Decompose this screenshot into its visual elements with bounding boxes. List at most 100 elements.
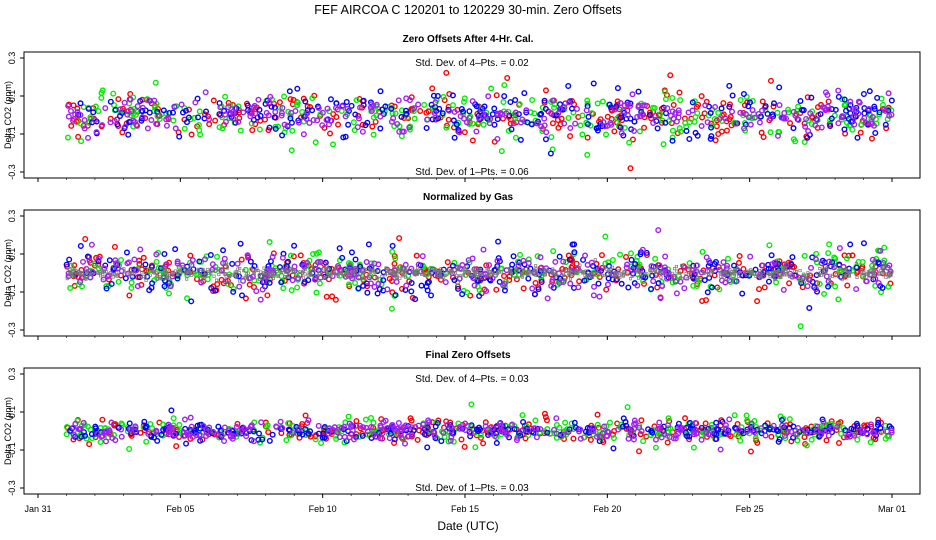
- data-point: [289, 267, 293, 271]
- data-point: [280, 268, 284, 273]
- data-point: [363, 424, 370, 431]
- data-point: [201, 274, 205, 278]
- data-point: [522, 435, 529, 442]
- data-point: [108, 271, 112, 275]
- data-point: [520, 257, 527, 264]
- data-point: [451, 134, 458, 141]
- data-point: [669, 108, 676, 115]
- data-point: [598, 252, 605, 259]
- data-point: [448, 427, 455, 434]
- data-point: [376, 429, 383, 436]
- data-point: [126, 420, 133, 427]
- data-point: [315, 430, 322, 437]
- data-point: [886, 275, 891, 279]
- data-point: [812, 256, 819, 263]
- data-point: [793, 269, 797, 273]
- data-point: [634, 282, 641, 289]
- data-point: [201, 268, 205, 272]
- data-point: [498, 422, 505, 429]
- data-point: [398, 276, 402, 280]
- data-point: [218, 432, 225, 439]
- data-point: [743, 428, 750, 435]
- data-point: [600, 273, 604, 278]
- data-point: [453, 121, 460, 128]
- data-point: [600, 119, 607, 126]
- data-point: [706, 272, 710, 277]
- data-point: [495, 255, 502, 262]
- data-point: [396, 128, 403, 135]
- data-point: [75, 133, 82, 140]
- data-point: [571, 419, 578, 426]
- data-point: [622, 270, 626, 274]
- data-point: [212, 287, 219, 294]
- data-point: [698, 269, 705, 276]
- data-point: [814, 423, 821, 430]
- data-point: [531, 425, 538, 432]
- data-point: [280, 285, 287, 292]
- data-point: [192, 429, 199, 436]
- data-point: [688, 266, 692, 270]
- data-point: [768, 274, 772, 278]
- data-point: [336, 434, 343, 441]
- data-point: [291, 269, 296, 273]
- data-point: [95, 108, 102, 115]
- data-point: [776, 102, 783, 109]
- data-point: [627, 250, 634, 257]
- data-point: [221, 438, 228, 445]
- data-point: [171, 431, 178, 438]
- data-point: [391, 439, 398, 446]
- data-point: [128, 279, 135, 286]
- data-point: [269, 431, 276, 438]
- data-point: [319, 122, 326, 129]
- data-point: [127, 426, 134, 433]
- data-point: [165, 268, 169, 272]
- data-point: [153, 428, 160, 435]
- data-point: [483, 288, 490, 295]
- data-point: [535, 286, 542, 293]
- panel-1-x-ticks: [37, 178, 893, 182]
- data-point: [629, 266, 636, 273]
- data-point: [559, 268, 563, 272]
- data-point: [495, 238, 502, 245]
- data-point: [849, 252, 856, 259]
- data-point: [747, 253, 754, 260]
- data-point: [843, 107, 850, 114]
- data-point: [677, 128, 684, 135]
- data-point: [884, 433, 891, 440]
- data-point: [392, 255, 399, 262]
- data-point: [95, 258, 102, 265]
- data-point: [743, 412, 750, 419]
- data-point: [145, 430, 152, 437]
- data-point: [455, 273, 459, 278]
- data-point: [758, 276, 762, 280]
- data-point: [301, 276, 306, 280]
- data-point: [840, 263, 847, 270]
- data-point: [622, 418, 629, 425]
- data-point: [594, 127, 601, 134]
- data-point: [872, 130, 879, 137]
- data-point: [762, 103, 769, 110]
- data-point: [751, 429, 758, 436]
- data-point: [461, 129, 468, 136]
- data-point: [822, 268, 826, 272]
- data-point: [170, 117, 177, 124]
- data-point: [238, 279, 242, 283]
- data-point: [335, 121, 342, 128]
- data-point: [259, 286, 266, 293]
- data-point: [618, 114, 625, 121]
- data-point: [480, 113, 487, 120]
- data-point: [242, 266, 249, 273]
- data-point: [456, 129, 463, 136]
- data-point: [570, 435, 577, 442]
- data-point: [518, 266, 522, 270]
- data-point: [180, 429, 187, 436]
- data-point: [157, 277, 161, 281]
- data-point: [655, 280, 662, 287]
- data-point: [476, 287, 483, 294]
- data-point: [146, 287, 153, 294]
- data-point: [477, 267, 481, 271]
- data-point: [489, 275, 496, 282]
- data-point: [152, 79, 159, 86]
- data-point: [101, 429, 108, 436]
- data-point: [202, 256, 209, 263]
